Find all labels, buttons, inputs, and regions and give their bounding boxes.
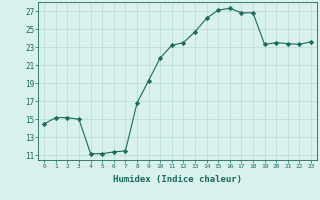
X-axis label: Humidex (Indice chaleur): Humidex (Indice chaleur) — [113, 175, 242, 184]
